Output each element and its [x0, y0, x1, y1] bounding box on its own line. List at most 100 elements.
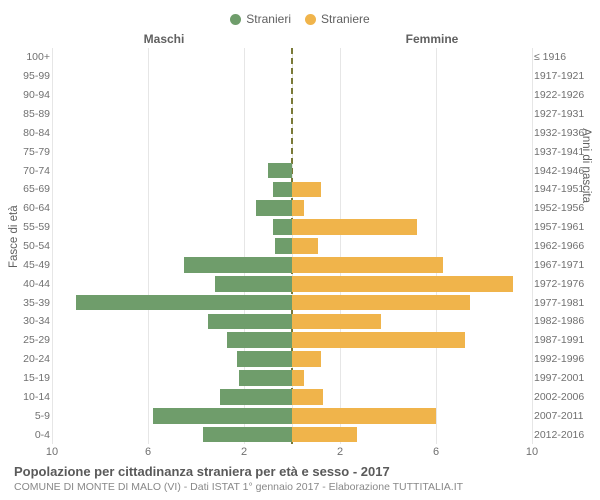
bar-male [237, 351, 292, 367]
x-tick: 10 [46, 446, 58, 458]
age-label: 10-14 [14, 391, 50, 403]
bar-female [292, 332, 465, 348]
bars-cell [52, 219, 532, 235]
x-tick: 2 [241, 446, 247, 458]
axis-title-male: Maschi [52, 32, 276, 46]
age-label: 65-69 [14, 183, 50, 195]
bar-female [292, 257, 443, 273]
age-label: 35-39 [14, 297, 50, 309]
age-row: 60-641952-1956 [14, 199, 586, 218]
age-label: 75-79 [14, 146, 50, 158]
age-row: 65-69 1947-1951 [14, 180, 586, 199]
bars-cell [52, 332, 532, 348]
bars-cell [52, 389, 532, 405]
bar-female [292, 295, 470, 311]
age-label: 45-49 [14, 259, 50, 271]
age-row: 45-491967-1971 [14, 255, 586, 274]
age-label: 60-64 [14, 202, 50, 214]
age-label: 15-19 [14, 372, 50, 384]
bar-male [273, 182, 292, 198]
chart-title: Popolazione per cittadinanza straniera p… [14, 464, 586, 479]
age-row: 35-39 1977-1981 [14, 293, 586, 312]
age-row: 55-591957-1961 [14, 218, 586, 237]
bars-cell [52, 314, 532, 330]
bar-male [275, 238, 292, 254]
birth-year-label: 1917-1921 [534, 70, 586, 82]
bar-male [76, 295, 292, 311]
legend-marker-male [230, 14, 241, 25]
x-tick: 6 [145, 446, 151, 458]
birth-year-label: 1992-1996 [534, 353, 586, 365]
birth-year-label: 1962-1966 [534, 240, 586, 252]
age-row: 10-14 2002-2006 [14, 387, 586, 406]
birth-year-label: 1932-1936 [534, 127, 586, 139]
age-row: 5-9 2007-2011 [14, 406, 586, 425]
age-label: 70-74 [14, 165, 50, 177]
legend-marker-female [305, 14, 316, 25]
bar-male [208, 314, 292, 330]
age-label: 100+ [14, 51, 50, 63]
bar-female [292, 427, 357, 443]
bar-male [268, 163, 292, 179]
bars-cell [52, 370, 532, 386]
bar-female [292, 182, 321, 198]
bar-female [292, 351, 321, 367]
age-row: 15-191997-2001 [14, 369, 586, 388]
bars-cell [52, 408, 532, 424]
bars-cell [52, 50, 532, 66]
age-label: 95-99 [14, 70, 50, 82]
age-row: 20-24 1992-1996 [14, 350, 586, 369]
age-label: 40-44 [14, 278, 50, 290]
bar-female [292, 238, 318, 254]
age-row: 70-741942-1946 [14, 161, 586, 180]
bar-female [292, 370, 304, 386]
age-row: 0-42012-2016 [14, 425, 586, 444]
age-label: 85-89 [14, 108, 50, 120]
bar-male [203, 427, 292, 443]
axis-title-female: Femmine [320, 32, 544, 46]
age-label: 20-24 [14, 353, 50, 365]
age-row: 95-99 1917-1921 [14, 67, 586, 86]
birth-year-label: 1977-1981 [534, 297, 586, 309]
birth-year-label: 2002-2006 [534, 391, 586, 403]
bar-female [292, 314, 381, 330]
bar-female [292, 408, 436, 424]
age-label: 5-9 [14, 410, 50, 422]
birth-year-label: 1957-1961 [534, 221, 586, 233]
birth-year-label: 1927-1931 [534, 108, 586, 120]
birth-year-label: 1937-1941 [534, 146, 586, 158]
age-label: 0-4 [14, 429, 50, 441]
bars-cell [52, 276, 532, 292]
population-pyramid-chart: Stranieri Straniere Maschi Femmine Fasce… [0, 0, 600, 500]
x-tick: 10 [526, 446, 538, 458]
age-row: 25-291987-1991 [14, 331, 586, 350]
bars-cell [52, 182, 532, 198]
birth-year-label: 1947-1951 [534, 183, 586, 195]
bars-cell [52, 257, 532, 273]
age-row: 30-341982-1986 [14, 312, 586, 331]
bar-male [273, 219, 292, 235]
age-label: 80-84 [14, 127, 50, 139]
bars-cell [52, 144, 532, 160]
age-row: 100+ ≤ 1916 [14, 48, 586, 67]
birth-year-label: ≤ 1916 [534, 51, 586, 63]
plot-area: Fasce di età Anni di nascita 100+≤ 19169… [14, 48, 586, 444]
bar-male [215, 276, 292, 292]
bars-cell [52, 106, 532, 122]
age-label: 90-94 [14, 89, 50, 101]
bars-cell [52, 163, 532, 179]
age-row: 40-44 1972-1976 [14, 274, 586, 293]
birth-year-label: 1987-1991 [534, 334, 586, 346]
birth-year-label: 1982-1986 [534, 315, 586, 327]
bars-cell [52, 125, 532, 141]
bar-male [239, 370, 292, 386]
bar-female [292, 200, 304, 216]
birth-year-label: 1972-1976 [534, 278, 586, 290]
bar-female [292, 219, 417, 235]
bar-male [220, 389, 292, 405]
birth-year-label: 1922-1926 [534, 89, 586, 101]
x-axis-ticks: 10622610 [14, 446, 586, 462]
birth-year-label: 2007-2011 [534, 410, 586, 422]
age-label: 50-54 [14, 240, 50, 252]
legend-item-male: Stranieri [230, 12, 291, 26]
